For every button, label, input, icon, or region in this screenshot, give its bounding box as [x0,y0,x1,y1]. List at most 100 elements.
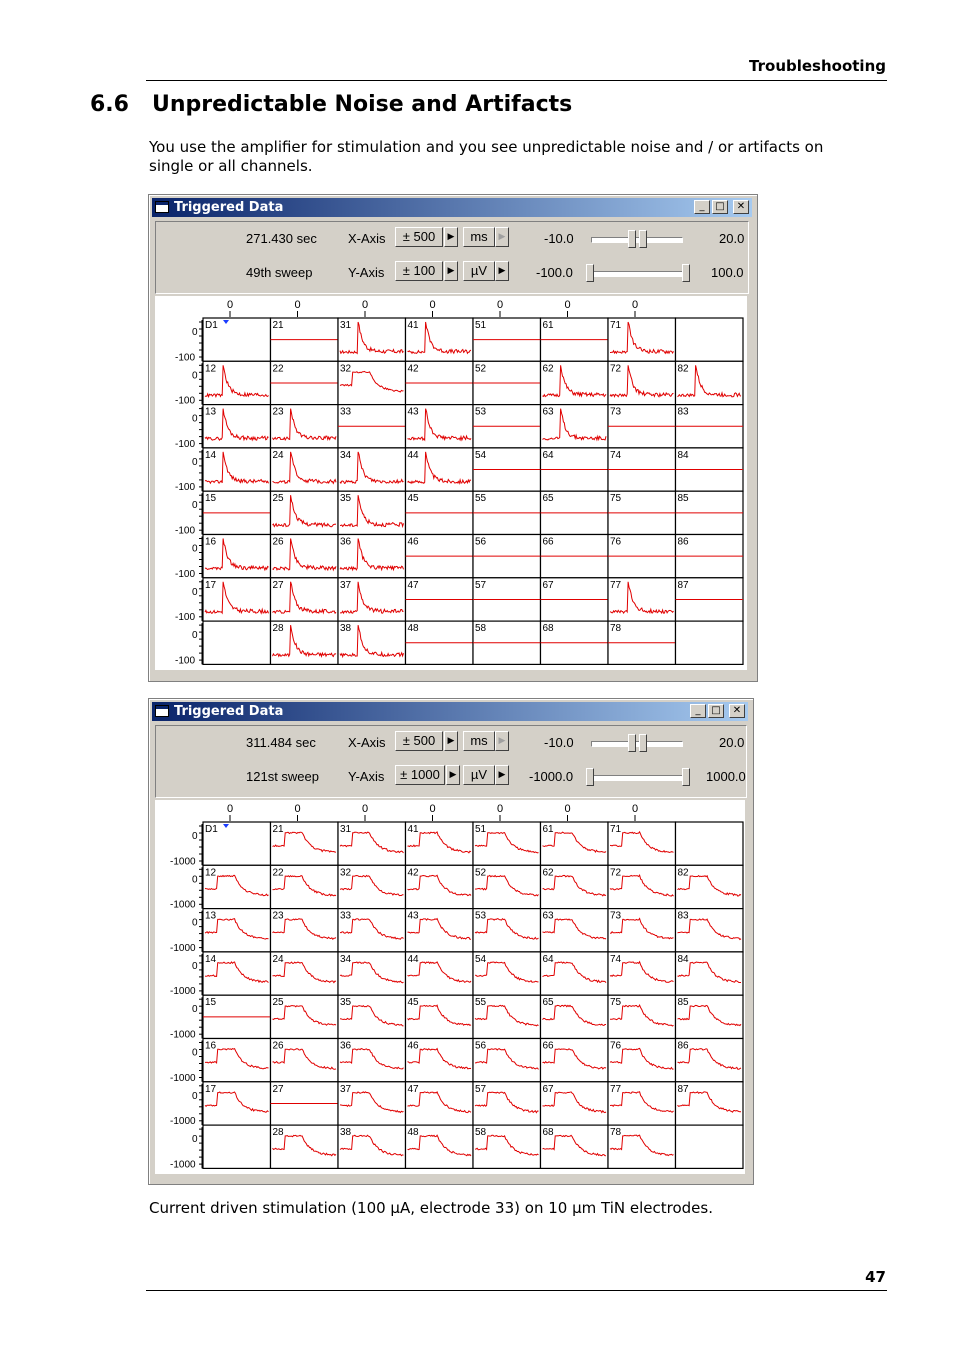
electrode-cell[interactable] [269,994,339,1040]
electrode-cell[interactable] [607,994,677,1040]
electrode-cell[interactable] [607,907,677,953]
close-icon[interactable]: ✕ [729,704,745,718]
electrode-cell[interactable] [607,1124,677,1170]
electrode-cell[interactable] [472,1081,542,1126]
electrode-cell[interactable] [269,864,339,910]
electrode-cell[interactable] [607,317,677,362]
electrode-cell[interactable] [472,1124,542,1170]
slider1-thumb-a[interactable] [628,734,636,752]
electrode-cell[interactable] [674,951,744,996]
electrode-cell[interactable] [202,1124,272,1170]
electrode-cell[interactable] [472,994,542,1040]
x-unit-next-icon[interactable]: ▶ [495,227,509,247]
electrode-cell[interactable] [674,907,744,953]
maximize-icon[interactable]: □ [708,704,724,718]
electrode-cell[interactable] [674,1081,744,1126]
electrode-cell[interactable] [337,533,407,579]
electrode-cell[interactable] [607,1081,677,1126]
minimize-icon[interactable]: _ [694,200,710,214]
slider2-track[interactable] [591,271,688,277]
electrode-cell[interactable] [337,447,407,492]
y-range-next-icon[interactable]: ▶ [446,765,460,785]
electrode-cell[interactable] [404,864,474,910]
x-range-next-icon[interactable]: ▶ [444,731,458,751]
maximize-icon[interactable]: □ [712,200,728,214]
electrode-cell[interactable] [539,951,609,996]
slider2-thumb-b[interactable] [682,264,690,282]
electrode-cell[interactable] [337,821,407,866]
x-unit-field[interactable]: ms [463,731,495,751]
slider1-thumb-b[interactable] [639,230,647,248]
slider2-thumb-b[interactable] [682,768,690,786]
electrode-cell[interactable] [607,1037,677,1083]
electrode-cell[interactable] [202,577,272,622]
electrode-cell[interactable] [269,490,339,536]
electrode-cell[interactable] [202,620,272,666]
electrode-cell[interactable] [269,1124,339,1170]
slider2-thumb-a[interactable] [586,768,594,786]
x-unit-next-icon[interactable]: ▶ [495,731,509,751]
electrode-cell[interactable] [337,864,407,910]
electrode-cell[interactable] [202,317,272,362]
y-unit-next-icon[interactable]: ▶ [495,261,509,281]
window-titlebar[interactable]: Triggered Data _ □ ✕ [152,198,752,217]
electrode-cell[interactable] [337,317,407,362]
electrode-cell[interactable] [269,1037,339,1083]
y-range-next-icon[interactable]: ▶ [444,261,458,281]
electrode-cell[interactable] [337,490,407,536]
electrode-cell[interactable] [404,1081,474,1126]
triggered-data-window-2[interactable]: Triggered Data _ □ ✕ 311.484 sec 121st s… [148,698,754,1185]
electrode-cell[interactable] [539,864,609,910]
electrode-cell[interactable] [539,821,609,866]
electrode-cell[interactable] [539,1081,609,1126]
y-unit-next-icon[interactable]: ▶ [495,765,509,785]
electrode-cell[interactable] [404,994,474,1040]
y-range-field[interactable]: ± 100 [395,261,443,281]
electrode-cell[interactable] [674,1037,744,1083]
y-unit-field[interactable]: µV [463,765,495,785]
electrode-cell[interactable] [202,951,272,996]
slider1-thumb-a[interactable] [628,230,636,248]
triggered-data-window-1[interactable]: Triggered Data _ □ ✕ 271.430 sec 49th sw… [148,194,758,682]
slider1-thumb-b[interactable] [639,734,647,752]
electrode-cell[interactable] [607,360,677,406]
minimize-icon[interactable]: _ [690,704,706,718]
electrode-cell[interactable] [674,620,744,666]
slider2-track[interactable] [591,775,688,781]
electrode-cell[interactable] [404,317,474,362]
electrode-cell[interactable] [472,907,542,953]
x-range-next-icon[interactable]: ▶ [444,227,458,247]
x-range-field[interactable]: ± 500 [395,227,443,247]
electrode-label: 31 [340,824,352,835]
slider1-track[interactable] [591,741,683,747]
window-titlebar[interactable]: Triggered Data _ □ ✕ [152,702,748,721]
electrode-cell[interactable] [337,577,407,622]
electrode-cell[interactable] [269,620,339,666]
electrode-cell[interactable] [674,821,744,866]
electrode-cell[interactable] [472,951,542,996]
electrode-cell[interactable] [202,864,272,910]
electrode-cell[interactable] [539,907,609,953]
electrode-cell[interactable] [539,360,609,406]
slider2-thumb-a[interactable] [586,264,594,282]
x-range-field[interactable]: ± 500 [395,731,443,751]
electrode-cell[interactable] [674,1124,744,1170]
electrode-cell[interactable] [337,951,407,996]
electrode-cell[interactable] [404,1124,474,1170]
close-icon[interactable]: ✕ [733,200,749,214]
x-unit-field[interactable]: ms [463,227,495,247]
electrode-cell[interactable] [337,1124,407,1170]
slider1-track[interactable] [591,237,683,243]
electrode-cell[interactable] [539,1124,609,1170]
y-range-field[interactable]: ± 1000 [395,765,445,785]
electrode-cell[interactable] [674,864,744,910]
electrode-cell[interactable] [404,821,474,866]
electrode-cell[interactable] [674,317,744,362]
y-unit-field[interactable]: µV [463,261,495,281]
electrode-cell[interactable] [337,994,407,1040]
signal-trace [407,1134,472,1157]
electrode-label: 34 [340,450,352,461]
electrode-cell[interactable] [472,821,542,866]
electrode-cell[interactable] [202,533,272,579]
electrode-cell[interactable] [404,907,474,953]
